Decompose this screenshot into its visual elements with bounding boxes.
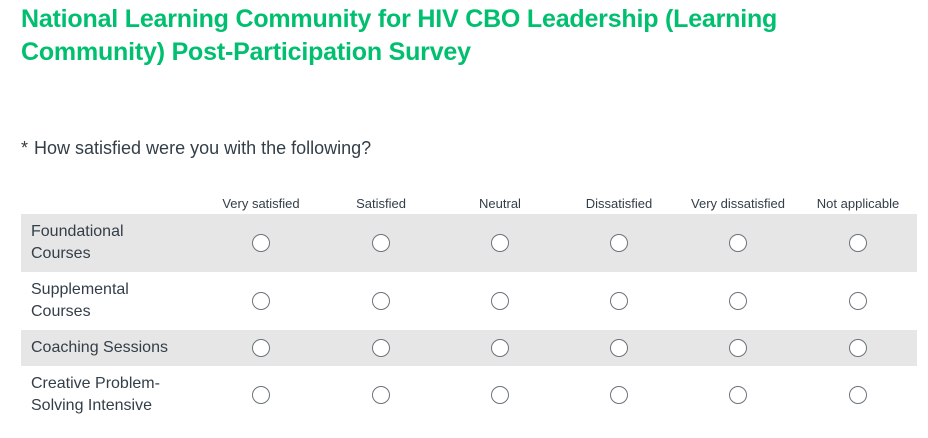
column-header-dissatisfied: Dissatisfied: [585, 196, 653, 211]
radio-foundational-very-satisfied[interactable]: [252, 234, 270, 252]
survey-title: National Learning Community for HIV CBO …: [21, 5, 778, 66]
radio-supplemental-very-satisfied[interactable]: [252, 292, 270, 310]
column-header-neutral: Neutral: [479, 196, 521, 211]
radio-creative-not-applicable[interactable]: [849, 386, 867, 404]
radio-foundational-satisfied[interactable]: [372, 234, 390, 252]
radio-supplemental-neutral[interactable]: [491, 292, 509, 310]
radio-supplemental-satisfied[interactable]: [372, 292, 390, 310]
row-label-supplemental-courses: Supplemental Courses: [31, 281, 129, 320]
radio-coaching-very-dissatisfied[interactable]: [729, 339, 747, 357]
radio-creative-neutral[interactable]: [491, 386, 509, 404]
radio-creative-satisfied[interactable]: [372, 386, 390, 404]
radio-coaching-dissatisfied[interactable]: [610, 339, 628, 357]
radio-coaching-very-satisfied[interactable]: [252, 339, 270, 357]
radio-foundational-very-dissatisfied[interactable]: [729, 234, 747, 252]
column-header-very-satisfied: Very satisfied: [222, 196, 300, 211]
matrix-row-foundational-courses: Foundational Courses: [21, 214, 917, 272]
radio-foundational-dissatisfied[interactable]: [610, 234, 628, 252]
question-text: * How satisfied were you with the followi…: [21, 137, 371, 159]
column-header-not-applicable: Not applicable: [816, 196, 900, 211]
radio-creative-very-dissatisfied[interactable]: [729, 386, 747, 404]
row-label-coaching-sessions: Coaching Sessions: [31, 339, 168, 356]
radio-foundational-neutral[interactable]: [491, 234, 509, 252]
column-header-satisfied: Satisfied: [356, 196, 406, 211]
question-label: How satisfied were you with the followin…: [34, 138, 372, 158]
row-label-foundational-courses: Foundational Courses: [31, 223, 124, 262]
satisfaction-matrix: Very satisfied Satisfied Neutral Dissati…: [21, 190, 917, 424]
radio-creative-dissatisfied[interactable]: [610, 386, 628, 404]
radio-coaching-satisfied[interactable]: [372, 339, 390, 357]
radio-foundational-not-applicable[interactable]: [849, 234, 867, 252]
matrix-header: Very satisfied Satisfied Neutral Dissati…: [21, 190, 917, 214]
required-marker: *: [21, 138, 29, 158]
radio-supplemental-not-applicable[interactable]: [849, 292, 867, 310]
radio-coaching-neutral[interactable]: [491, 339, 509, 357]
radio-supplemental-very-dissatisfied[interactable]: [729, 292, 747, 310]
radio-creative-very-satisfied[interactable]: [252, 386, 270, 404]
matrix-row-creative-problem-solving: Creative Problem-Solving Intensive: [21, 366, 917, 424]
matrix-row-supplemental-courses: Supplemental Courses: [21, 272, 917, 330]
radio-supplemental-dissatisfied[interactable]: [610, 292, 628, 310]
column-header-very-dissatisfied: Very dissatisfied: [691, 196, 785, 211]
radio-coaching-not-applicable[interactable]: [849, 339, 867, 357]
matrix-row-coaching-sessions: Coaching Sessions: [21, 330, 917, 366]
row-label-creative-problem-solving: Creative Problem-Solving Intensive: [31, 375, 160, 414]
